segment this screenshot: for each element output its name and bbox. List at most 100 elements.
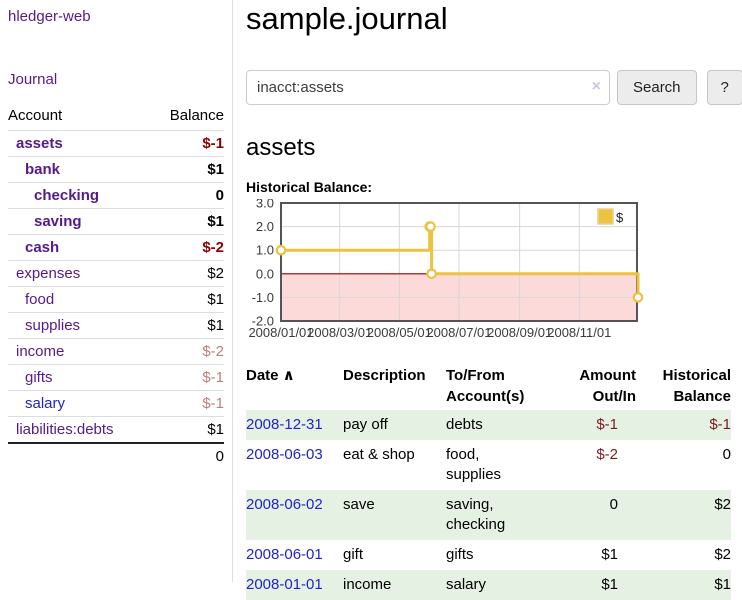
date-link[interactable]: 2008-06-03 <box>246 445 323 463</box>
accounts-total-row: 0 <box>8 442 224 469</box>
chart-data-marker <box>425 220 436 232</box>
account-balance: $1 <box>150 208 224 235</box>
chart-data-marker <box>426 268 437 279</box>
app-title-link[interactable]: hledger-web <box>8 8 91 25</box>
amount-cell: $-1 <box>596 415 618 433</box>
sidebar-item-journal[interactable]: Journal <box>8 71 58 88</box>
accounts-total-balance: 0 <box>150 442 224 469</box>
account-balance: $-2 <box>150 234 224 261</box>
x-axis-tick-label: 2008/01/01 <box>248 325 313 340</box>
description-cell: income <box>343 575 392 593</box>
chart-legend-label: $ <box>616 210 624 225</box>
register-col-amount: Amount Out/In <box>579 366 636 405</box>
table-row: 2008-12-31 pay off debts $-1 $-1 <box>246 409 731 440</box>
y-axis-tick-label: 1.0 <box>256 242 274 257</box>
table-row: 2008-06-02 save saving, checking 0 $2 <box>246 489 731 540</box>
chart-legend-swatch <box>597 207 614 225</box>
help-button[interactable]: ? <box>706 70 742 106</box>
account-balance: $-2 <box>150 338 224 365</box>
account-balance: $1 <box>150 312 224 339</box>
register-col-to-from: To/From Account(s) <box>446 366 525 405</box>
table-row: 2008-06-01 gift gifts $1 $2 <box>246 540 731 570</box>
account-link[interactable]: saving <box>34 213 82 230</box>
account-balance: $1 <box>150 416 224 443</box>
register-table: Date ∧ Description To/From Account(s) Amoun… <box>246 362 731 600</box>
y-axis-tick-label: 0.0 <box>256 266 274 281</box>
balance-cell: 0 <box>722 445 731 463</box>
account-link[interactable]: expenses <box>16 265 81 282</box>
x-axis-tick-label: 2008/03/01 <box>307 325 372 340</box>
account-link[interactable]: income <box>16 343 65 360</box>
account-heading: assets <box>246 134 316 162</box>
search-bar: × Search ? <box>246 70 742 106</box>
chart-data-marker <box>275 244 287 256</box>
accounts-col-account: Account <box>8 107 63 124</box>
main-content: sample.journal × Search ? assets Histori… <box>233 0 742 600</box>
y-axis-tick-label: -1.0 <box>252 290 274 305</box>
account-row: gifts $-1 <box>8 364 224 391</box>
accounts-table: Account Balance assets $-1 bank $1 checking 0… <box>8 104 224 469</box>
date-link[interactable]: 2008-01-01 <box>246 575 323 593</box>
accounts-col-balance: Balance <box>169 107 224 124</box>
x-axis-tick-label: 2008/11/01 <box>547 325 611 340</box>
balance-cell: $-1 <box>709 415 731 433</box>
account-row: assets $-1 <box>8 130 224 157</box>
sort-ascending-icon[interactable]: ∧ <box>278 366 295 384</box>
balance-cell: $2 <box>714 545 731 563</box>
account-balance: 0 <box>150 182 224 209</box>
register-col-historical: Historical Balance <box>662 366 731 405</box>
account-row: salary $-1 <box>8 390 224 417</box>
y-axis-tick-label: 2.0 <box>256 219 274 234</box>
account-link[interactable]: gifts <box>25 369 53 386</box>
account-balance: $2 <box>150 260 224 287</box>
x-axis-tick-label: 2008/07/01 <box>426 325 491 340</box>
table-row: 2008-01-01 income salary $1 $1 <box>246 569 731 600</box>
accounts-cell: salary <box>446 575 487 593</box>
clear-search-icon[interactable]: × <box>591 78 601 96</box>
account-link[interactable]: food <box>25 291 55 308</box>
search-box: × <box>246 70 610 106</box>
register-col-date[interactable]: Date ∧ <box>246 366 295 384</box>
date-link[interactable]: 2008-06-01 <box>246 545 323 563</box>
description-cell: gift <box>343 545 364 563</box>
account-link[interactable]: supplies <box>25 317 81 334</box>
account-link[interactable]: cash <box>25 239 60 256</box>
accounts-cell: food, supplies <box>446 445 502 483</box>
date-link[interactable]: 2008-06-02 <box>246 495 323 513</box>
y-axis-tick-label: 3.0 <box>256 199 274 211</box>
amount-cell: $-2 <box>596 445 618 463</box>
accounts-cell: saving, checking <box>446 495 506 533</box>
sidebar: hledger-web Journal Account Balance asse… <box>0 0 233 582</box>
x-axis-tick-label: 2008/05/01 <box>367 325 432 340</box>
account-link[interactable]: assets <box>16 135 63 152</box>
account-balance: $-1 <box>150 390 224 417</box>
balance-chart: $3.0 2.0 1.0 0.0 -1.0 -2.02008/01/012008/03/0… <box>248 199 644 340</box>
date-link[interactable]: 2008-12-31 <box>246 415 323 433</box>
account-link[interactable]: liabilities:debts <box>16 421 114 438</box>
accounts-cell: gifts <box>446 545 474 563</box>
chart-border <box>280 201 638 322</box>
chart-title: Historical Balance: <box>246 178 373 195</box>
account-row: expenses $2 <box>8 260 224 287</box>
page-title: sample.journal <box>246 1 448 36</box>
account-row: cash $-2 <box>8 234 224 261</box>
account-balance: $-1 <box>150 130 224 157</box>
balance-cell: $2 <box>714 495 731 513</box>
account-balance: $-1 <box>150 364 224 391</box>
chart-data-marker <box>632 291 644 303</box>
account-row: income $-2 <box>8 338 224 365</box>
account-row: supplies $1 <box>8 312 224 339</box>
amount-cell: $1 <box>601 575 618 593</box>
account-link[interactable]: bank <box>25 161 61 178</box>
description-cell: pay off <box>343 415 388 433</box>
register-col-description: Description <box>343 366 426 384</box>
account-link[interactable]: checking <box>34 187 100 204</box>
y-axis-tick-label: -2.0 <box>252 313 274 328</box>
accounts-header-row: Account Balance <box>8 104 224 131</box>
account-row: saving $1 <box>8 208 224 235</box>
search-input[interactable] <box>246 70 610 106</box>
account-link[interactable]: salary <box>25 395 66 412</box>
x-axis-tick-label: 2008/09/01 <box>487 325 552 340</box>
search-button[interactable]: Search <box>617 70 697 106</box>
